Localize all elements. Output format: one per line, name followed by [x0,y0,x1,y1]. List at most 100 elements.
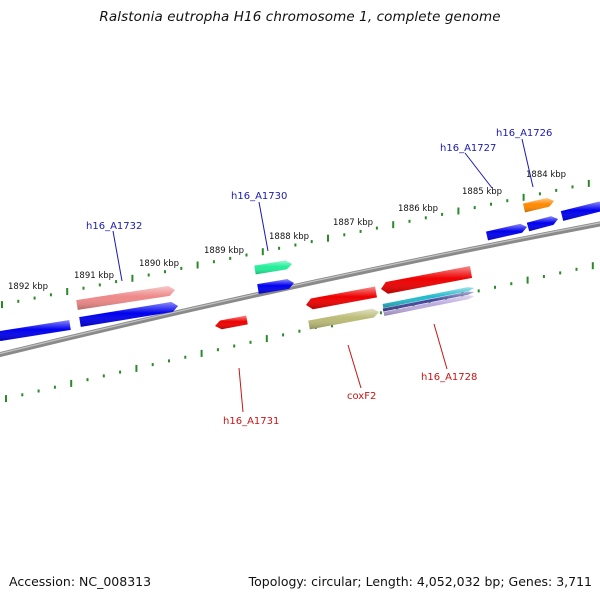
scale-tick [229,256,232,260]
scale-tick [249,340,252,344]
gene-label-leaders [112,138,534,413]
scale-tick [457,207,460,215]
scale-tick [494,285,496,289]
scale-tick [17,299,20,303]
scale-tick [115,280,118,284]
scale-tick [327,234,329,242]
scale-tick [33,296,36,300]
scale-tick [180,266,183,270]
gene-arrow[interactable] [526,216,558,232]
gene-arrow[interactable] [0,320,71,341]
scale-tick [1,301,3,309]
scale-tick [379,311,382,315]
scale-tick [98,283,101,287]
scale-tick [119,370,122,374]
scale-tick [526,276,529,284]
backbone-line [0,221,600,358]
gene-arrow-shading [526,216,558,232]
gene-arrow-shading [308,308,379,330]
scale-tick [53,385,56,389]
label-leader-line [347,344,362,389]
gene-label-h16-a1726[interactable]: h16_A1726 [496,128,552,139]
scale-tick [168,359,170,363]
scale-tick [571,185,574,189]
gene-arrow-shading [257,279,294,294]
tick-label-1885: 1885 kbp [462,187,502,197]
gene-arrow[interactable] [306,286,377,310]
scale-tick [37,389,40,393]
backbone-highlight [0,222,600,355]
scale-tick [265,335,268,343]
tick-label-1884: 1884 kbp [526,170,566,180]
scale-tick [261,248,264,256]
gene-arrow[interactable] [382,287,474,308]
gene-arrow[interactable] [76,286,175,310]
tick-label-1888: 1888 kbp [269,232,309,242]
gene-arrow[interactable] [560,201,600,221]
gene-label-h16-a1728[interactable]: h16_A1728 [421,372,477,383]
scale-tick [298,329,301,333]
gene-arrow[interactable] [486,223,527,241]
scale-tick [473,206,476,210]
page-title: Ralstonia eutropha H16 chromosome 1, com… [99,9,501,25]
scale-tick [441,212,444,216]
gene-arrow-shading [486,223,527,241]
scale-tick [70,379,73,387]
scale-tick [506,199,509,203]
gene-label-coxf2[interactable]: coxF2 [347,391,376,402]
scale-tick [200,349,203,357]
scale-tick [21,393,24,397]
gene-label-h16-a1732[interactable]: h16_A1732 [86,221,142,232]
tick-label-1886: 1886 kbp [398,204,438,214]
label-leader-line [521,138,534,188]
scale-tick [538,192,541,196]
scale-tick [522,193,525,201]
gene-arrow-shading [382,287,474,308]
scale-tick [196,261,199,269]
gene-arrow[interactable] [215,315,248,330]
scale-tick [392,221,395,229]
label-leader-line [258,201,269,252]
gene-arrow-shading [306,286,377,310]
gene-arrow-shading [0,320,71,341]
gene-arrow[interactable] [382,291,474,312]
chromosome-backbone [0,221,600,358]
gene-arrow[interactable] [523,198,554,213]
scale-tick [49,293,52,297]
gene-arrow[interactable] [383,295,474,316]
gene-arrow-shading [254,260,292,275]
gene-features [0,198,600,341]
tick-label-1887: 1887 kbp [333,218,373,228]
scale-tick [216,348,219,352]
gene-arrow[interactable] [254,260,292,275]
scale-tick [233,344,236,348]
scale-tick [555,188,558,192]
scale-tick [310,240,313,244]
label-leader-line [433,323,448,370]
gene-arrow[interactable] [308,308,379,330]
scale-tick [135,364,138,372]
gene-arrow-shading [382,291,474,312]
scale-tick [184,355,187,359]
scale-tick [359,229,362,233]
scale-tick [212,260,215,264]
scale-tick [102,374,105,378]
accession-text: Accession: NC_008313 [9,574,152,589]
gene-arrow[interactable] [79,302,178,327]
gene-label-h16-a1731[interactable]: h16_A1731 [223,416,279,427]
gene-arrow-shading [560,201,600,221]
gene-arrow[interactable] [381,266,473,294]
scale-tick [66,288,69,295]
gene-label-h16-a1727[interactable]: h16_A1727 [440,143,496,154]
scale-tick [294,243,297,247]
scale-tick [408,219,411,223]
scale-tick [587,179,590,187]
scale-tick [542,275,545,278]
gene-arrow[interactable] [257,279,294,294]
gene-label-h16-a1730[interactable]: h16_A1730 [231,191,287,202]
scale-tick [147,273,150,277]
scale-tick [245,253,248,257]
scale-tick [5,395,7,403]
